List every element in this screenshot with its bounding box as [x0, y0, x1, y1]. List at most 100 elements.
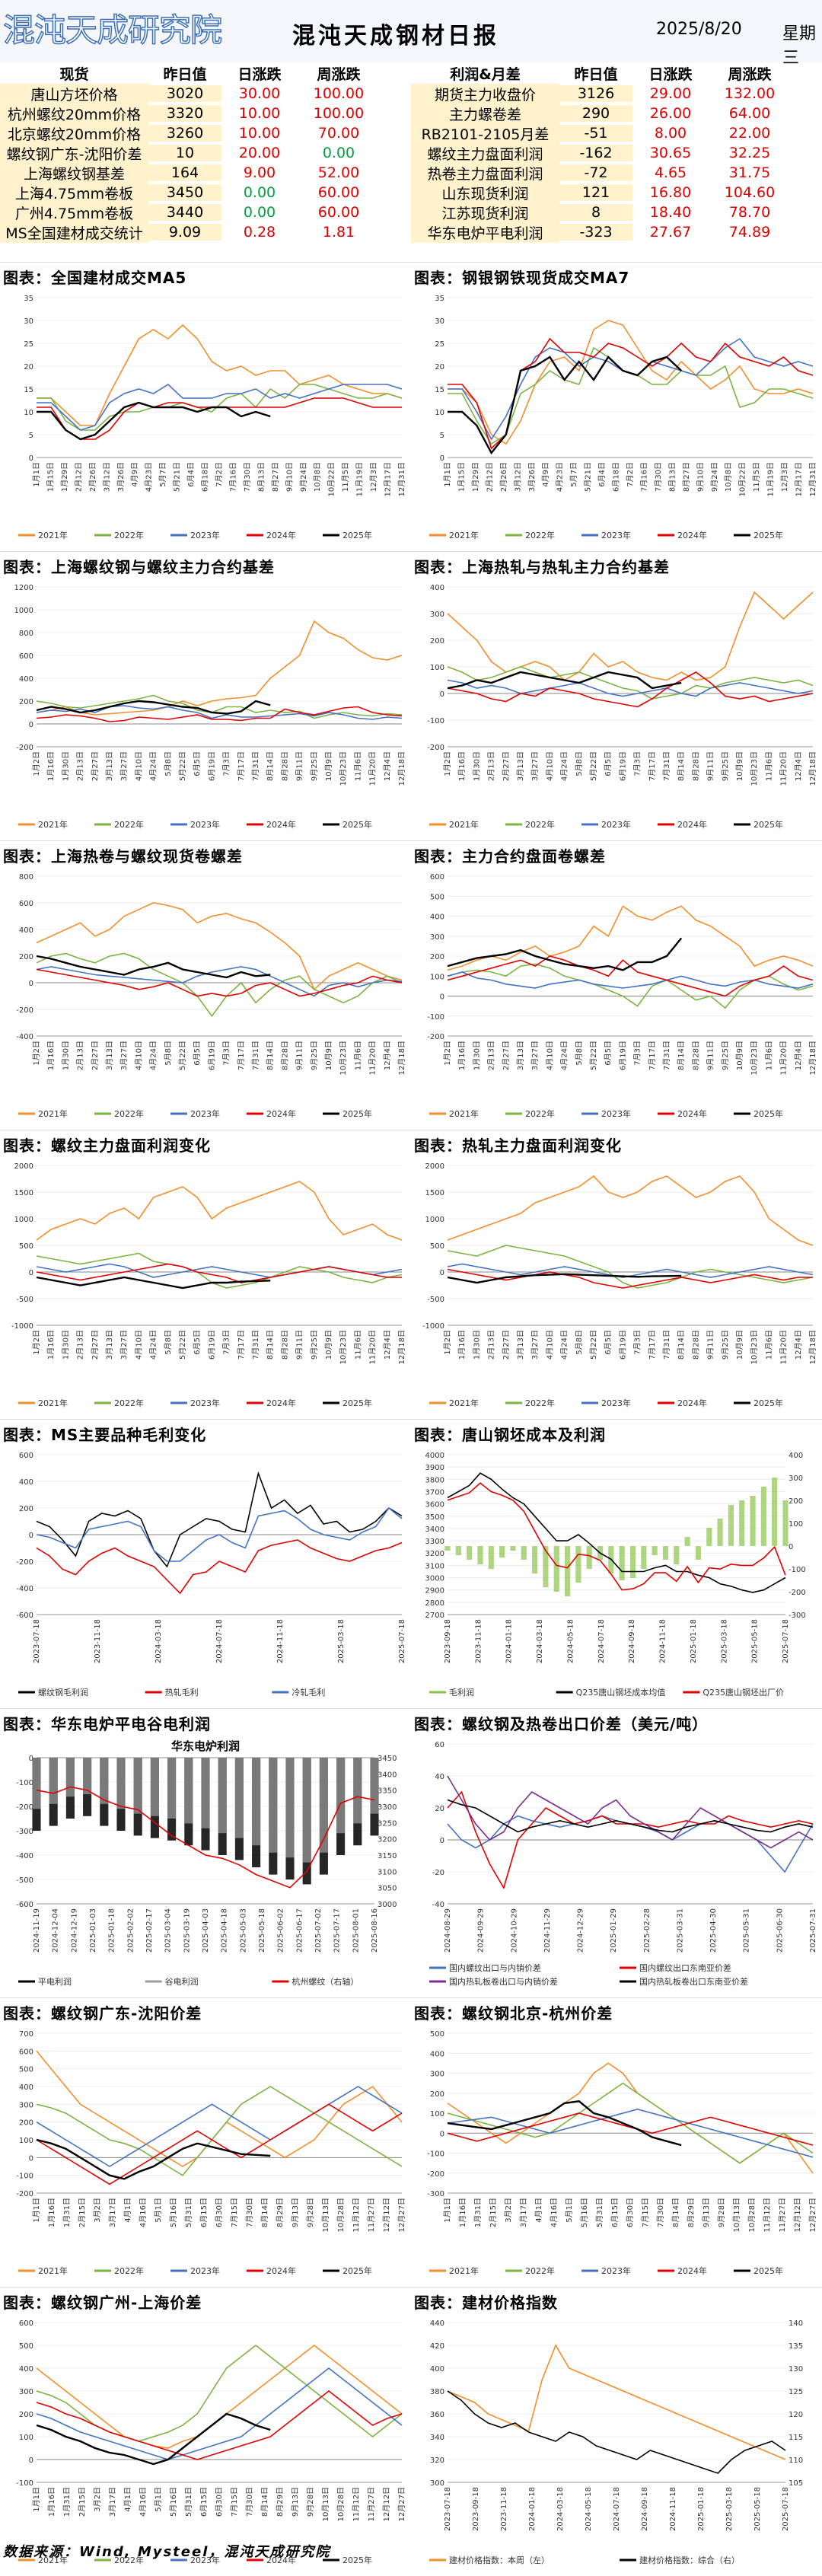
legend-label: 2025年	[342, 530, 372, 540]
x-tick-label: 2024-08-29	[444, 1908, 452, 1953]
legend-label: 2021年	[449, 530, 479, 540]
x-tick-label: 8月14日	[266, 1330, 275, 1360]
chart-svg: 0 5 10 15 20 25 30 35 1月1日 1月15日 1月29日 2月12日 2月26日 3月…	[18, 295, 406, 540]
value-cell: -72	[559, 164, 632, 181]
y-tick-label: 340	[430, 2434, 444, 2442]
bar-毛利润	[532, 1546, 538, 1573]
x-tick-label: 4月16日	[139, 2198, 148, 2227]
chart-title: 图表：上海热轧与热轧主力合约基差	[414, 558, 670, 576]
x-tick-label: 3月26日	[527, 462, 537, 492]
x-tick-label: 9月28日	[306, 2198, 315, 2227]
value-cell: 32.25	[728, 145, 771, 161]
x-tick-label: 5月22日	[178, 1041, 187, 1070]
value-cell: 27.67	[649, 224, 692, 241]
bar-谷电利润	[116, 1758, 126, 1809]
y-tick-label: -600	[16, 1612, 33, 1620]
bar-谷电利润	[32, 1758, 41, 1809]
row-label: 山东现货利润	[411, 182, 559, 203]
x-tick-label: 4月10日	[545, 1041, 554, 1070]
x-tick-label: 9月10日	[285, 462, 294, 492]
y-tick-label: -40	[432, 1901, 444, 1909]
chart-svg: -1000 -500 0 500 1000 1500 2000 1月2日 1月16日 1月30日 2…	[11, 1162, 406, 1408]
x-tick-label: 2月13日	[487, 751, 496, 781]
legend-label: 2021年	[38, 2265, 68, 2276]
value-cell: 10	[148, 145, 221, 161]
x-tick-label: 1月1日	[32, 2198, 41, 2223]
bar-毛利润	[629, 1546, 636, 1578]
x-tick-label: 6月30日	[215, 2198, 224, 2227]
x-tick-label: 3月13日	[516, 1041, 525, 1070]
y-tick-label: 500	[19, 1242, 33, 1251]
x-tick-label: 10月9日	[324, 1041, 333, 1070]
row-label: 唐山方坯价格	[0, 83, 148, 104]
table-row: 北京螺纹20mm价格 3260 10.00 70.00	[0, 123, 411, 144]
bar-毛利润	[619, 1546, 625, 1580]
x-tick-label: 5月8日	[164, 1330, 173, 1355]
x-tick-label: 8月27日	[682, 462, 691, 492]
data-source: 数据来源：Wind, Mysteel，混沌天成研究院	[3, 2544, 331, 2560]
x-tick-label: 2025-07-18	[398, 1619, 406, 1663]
series-line-2022年	[447, 666, 814, 700]
x-tick-label: 10月23日	[339, 1041, 348, 1075]
y2-tick-label: 0	[789, 1543, 793, 1551]
x-tick-label: 6月15日	[610, 2198, 620, 2227]
legend-label: 平电利润	[38, 1976, 72, 1987]
x-tick-label: 4月16日	[139, 2487, 148, 2517]
x-tick-label: 2月26日	[499, 462, 508, 492]
y-tick-label: 0	[29, 1532, 33, 1540]
legend-label: 2025年	[754, 530, 783, 540]
x-tick-label: 12月18日	[397, 751, 406, 786]
x-tick-label: 4月24日	[149, 1330, 158, 1360]
value-cell: 0.00	[243, 184, 276, 201]
legend-label: 2022年	[114, 1398, 144, 1408]
x-tick-label: 4月24日	[560, 1041, 569, 1070]
x-tick-label: 2024-03-18	[155, 1619, 163, 1663]
chart-panel: 图表：钢银钢铁现货成交MA7 0 5 10 15 20 25 30 35 1月1日 1月15日 1月2…	[411, 262, 822, 551]
x-tick-label: 9月25日	[721, 1041, 730, 1070]
y-tick-label: -100	[427, 1013, 444, 1022]
y-tick-label: 0	[29, 2456, 33, 2465]
x-tick-label: 6月19日	[207, 751, 216, 781]
y-tick-label: -200	[427, 744, 444, 752]
chart-panel: 图表：唐山钢坯成本及利润 2700 2800 2900 3000 3100 3200 3300…	[411, 1419, 822, 1708]
y2-tick-label: 105	[789, 2479, 803, 2488]
series-line-2022年	[447, 963, 814, 1009]
y-tick-label: -400	[16, 1585, 33, 1593]
y2-tick-label: -100	[789, 1566, 806, 1574]
table-row: 主力螺卷差 290 26.00 64.00	[411, 103, 822, 124]
y-tick-label: 1500	[425, 1189, 444, 1197]
legend-label: 2021年	[449, 2265, 479, 2276]
series-line-2025年	[36, 700, 271, 715]
y-tick-label: 0	[29, 980, 33, 988]
x-tick-label: 5月31日	[184, 2198, 193, 2227]
series-line-2025年	[36, 955, 271, 979]
y2-tick-label: 115	[789, 2434, 803, 2442]
legend-label: 2023年	[601, 2265, 631, 2276]
chart-title: 图表：上海螺纹钢与螺纹主力合约基差	[3, 558, 275, 576]
x-tick-label: 2025-07-18	[782, 1619, 790, 1663]
row-label: 北京螺纹20mm价格	[0, 123, 148, 144]
chart-panel: 图表：螺纹钢广东-沈阳价差 -200 -100 0 100 200 300 400 500 600…	[0, 1997, 411, 2287]
chart-svg: -200 -100 0 100 200 300 400 1月2日 1月16日 1月30日 2月13日…	[427, 584, 817, 830]
x-tick-label: 11月6日	[353, 751, 362, 781]
y-tick-label: 100	[430, 664, 444, 672]
y-tick-label: -300	[427, 2190, 444, 2198]
series-line-2021年	[36, 2344, 403, 2449]
row-label: 螺纹主力盘面利润	[411, 142, 559, 164]
legend-label: 2022年	[114, 1108, 144, 1119]
x-tick-label: 4月10日	[545, 1330, 554, 1360]
y-tick-label: -200	[16, 2190, 33, 2198]
value-cell: -323	[559, 224, 632, 241]
x-tick-label: 2025-07-17	[333, 1908, 342, 1953]
x-tick-label: 2024-12-29	[577, 1908, 585, 1953]
bar-谷电利润	[252, 1758, 261, 1846]
bar-毛利润	[499, 1546, 505, 1557]
bar-谷电利润	[269, 1758, 278, 1853]
value-cell: 78.70	[728, 204, 771, 221]
x-tick-label: 8月28日	[691, 1330, 700, 1360]
legend-label: 谷电利润	[165, 1976, 199, 1987]
header-cell: 昨日值	[163, 65, 207, 83]
value-cell: 60.00	[317, 204, 360, 221]
series-line-2022年	[36, 694, 403, 719]
legend-label: 毛利润	[449, 1687, 474, 1698]
